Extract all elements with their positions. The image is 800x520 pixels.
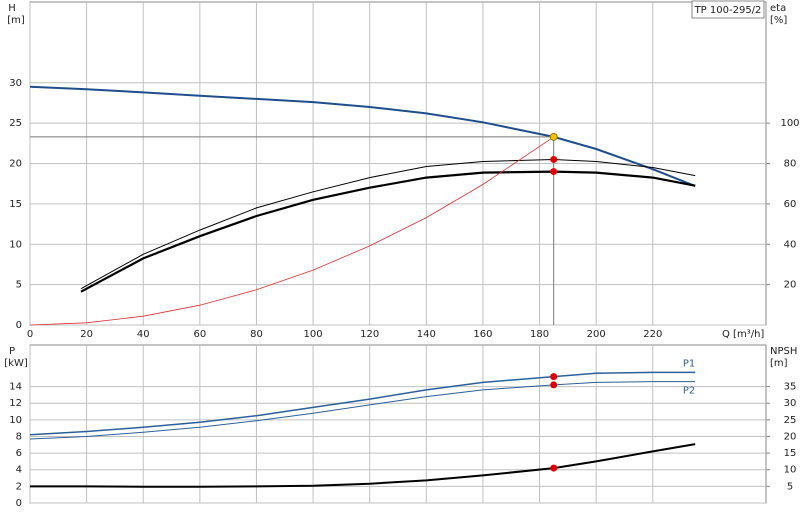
y-tick-label: 10	[9, 239, 22, 250]
y-axis-label: H	[8, 3, 16, 14]
y2-tick-label: 25	[784, 415, 797, 426]
x-tick-label: 80	[250, 329, 263, 340]
x-tick-label: 40	[137, 329, 150, 340]
y2-tick-label: 5	[787, 481, 793, 492]
series-label: P2	[683, 386, 695, 397]
y2-tick-label: 15	[784, 448, 797, 459]
curve	[29, 136, 554, 326]
y2-tick-label: 10	[784, 465, 797, 476]
curve	[80, 158, 696, 290]
y2-tick-label: 100	[780, 118, 799, 129]
y2-tick-label: 40	[784, 239, 797, 250]
curve	[80, 170, 696, 293]
y-tick-label: 5	[16, 280, 22, 291]
y-tick-label: 20	[9, 159, 22, 170]
series-label: P1	[683, 358, 695, 369]
operating-point	[550, 155, 558, 163]
curve	[29, 85, 696, 188]
y2-tick-label: 35	[784, 382, 797, 393]
x-tick-label: 220	[643, 329, 662, 340]
y2-tick-label: 20	[784, 280, 797, 291]
y-axis-label: P	[9, 346, 15, 357]
x-tick-label: 140	[417, 329, 436, 340]
x-tick-label: 100	[304, 329, 323, 340]
plot-area	[29, 344, 767, 504]
curve	[29, 371, 696, 436]
y-tick-label: 2	[16, 481, 22, 492]
y-axis-unit: [m]	[7, 15, 25, 26]
x-tick-label: 160	[473, 329, 492, 340]
operating-point	[550, 464, 558, 472]
y-tick-label: 10	[9, 415, 22, 426]
y2-axis-label: NPSH	[770, 346, 797, 357]
operating-point	[550, 168, 558, 176]
y-tick-label: 30	[9, 78, 22, 89]
title-box	[691, 0, 765, 19]
y2-tick-label: 60	[784, 199, 797, 210]
x-tick-label: 0	[27, 329, 33, 340]
x-tick-label: 120	[360, 329, 379, 340]
y2-axis-unit: [m]	[770, 358, 788, 369]
y-tick-label: 0	[16, 498, 22, 509]
y-axis-unit: [kW]	[4, 358, 28, 369]
y2-tick-label: 30	[784, 398, 797, 409]
x-tick-label: 60	[193, 329, 206, 340]
y2-tick-label: 80	[784, 159, 797, 170]
y-tick-label: 4	[16, 465, 22, 476]
x-tick-label: 20	[80, 329, 93, 340]
operating-point	[550, 373, 558, 381]
operating-point	[549, 132, 558, 141]
y-tick-label: 14	[9, 382, 22, 393]
y-tick-label: 8	[16, 431, 22, 442]
y-tick-label: 12	[9, 398, 22, 409]
x-axis-label: Q [m³/h]	[722, 329, 764, 340]
x-tick-label: 180	[530, 329, 549, 340]
y2-axis-label: eta	[770, 3, 786, 14]
x-tick-label: 200	[587, 329, 606, 340]
y-tick-label: 6	[16, 448, 22, 459]
operating-point	[550, 381, 558, 389]
chart-title: TP 100-295/2	[694, 5, 762, 16]
y2-axis-unit: [%]	[770, 15, 787, 26]
y2-tick-label: 20	[784, 431, 797, 442]
curve	[29, 381, 696, 440]
curve	[30, 443, 696, 488]
y-tick-label: 0	[16, 320, 22, 331]
y-tick-label: 25	[9, 118, 22, 129]
y-tick-label: 15	[9, 199, 22, 210]
